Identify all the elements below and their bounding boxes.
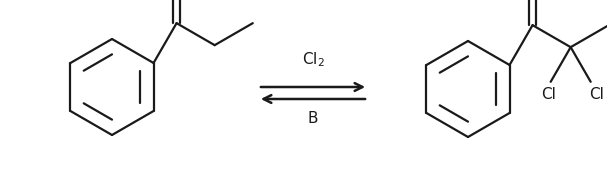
- Text: Cl$_2$: Cl$_2$: [302, 50, 324, 69]
- Text: Cl: Cl: [589, 87, 604, 102]
- Text: B: B: [308, 111, 318, 126]
- Text: Cl: Cl: [541, 87, 556, 102]
